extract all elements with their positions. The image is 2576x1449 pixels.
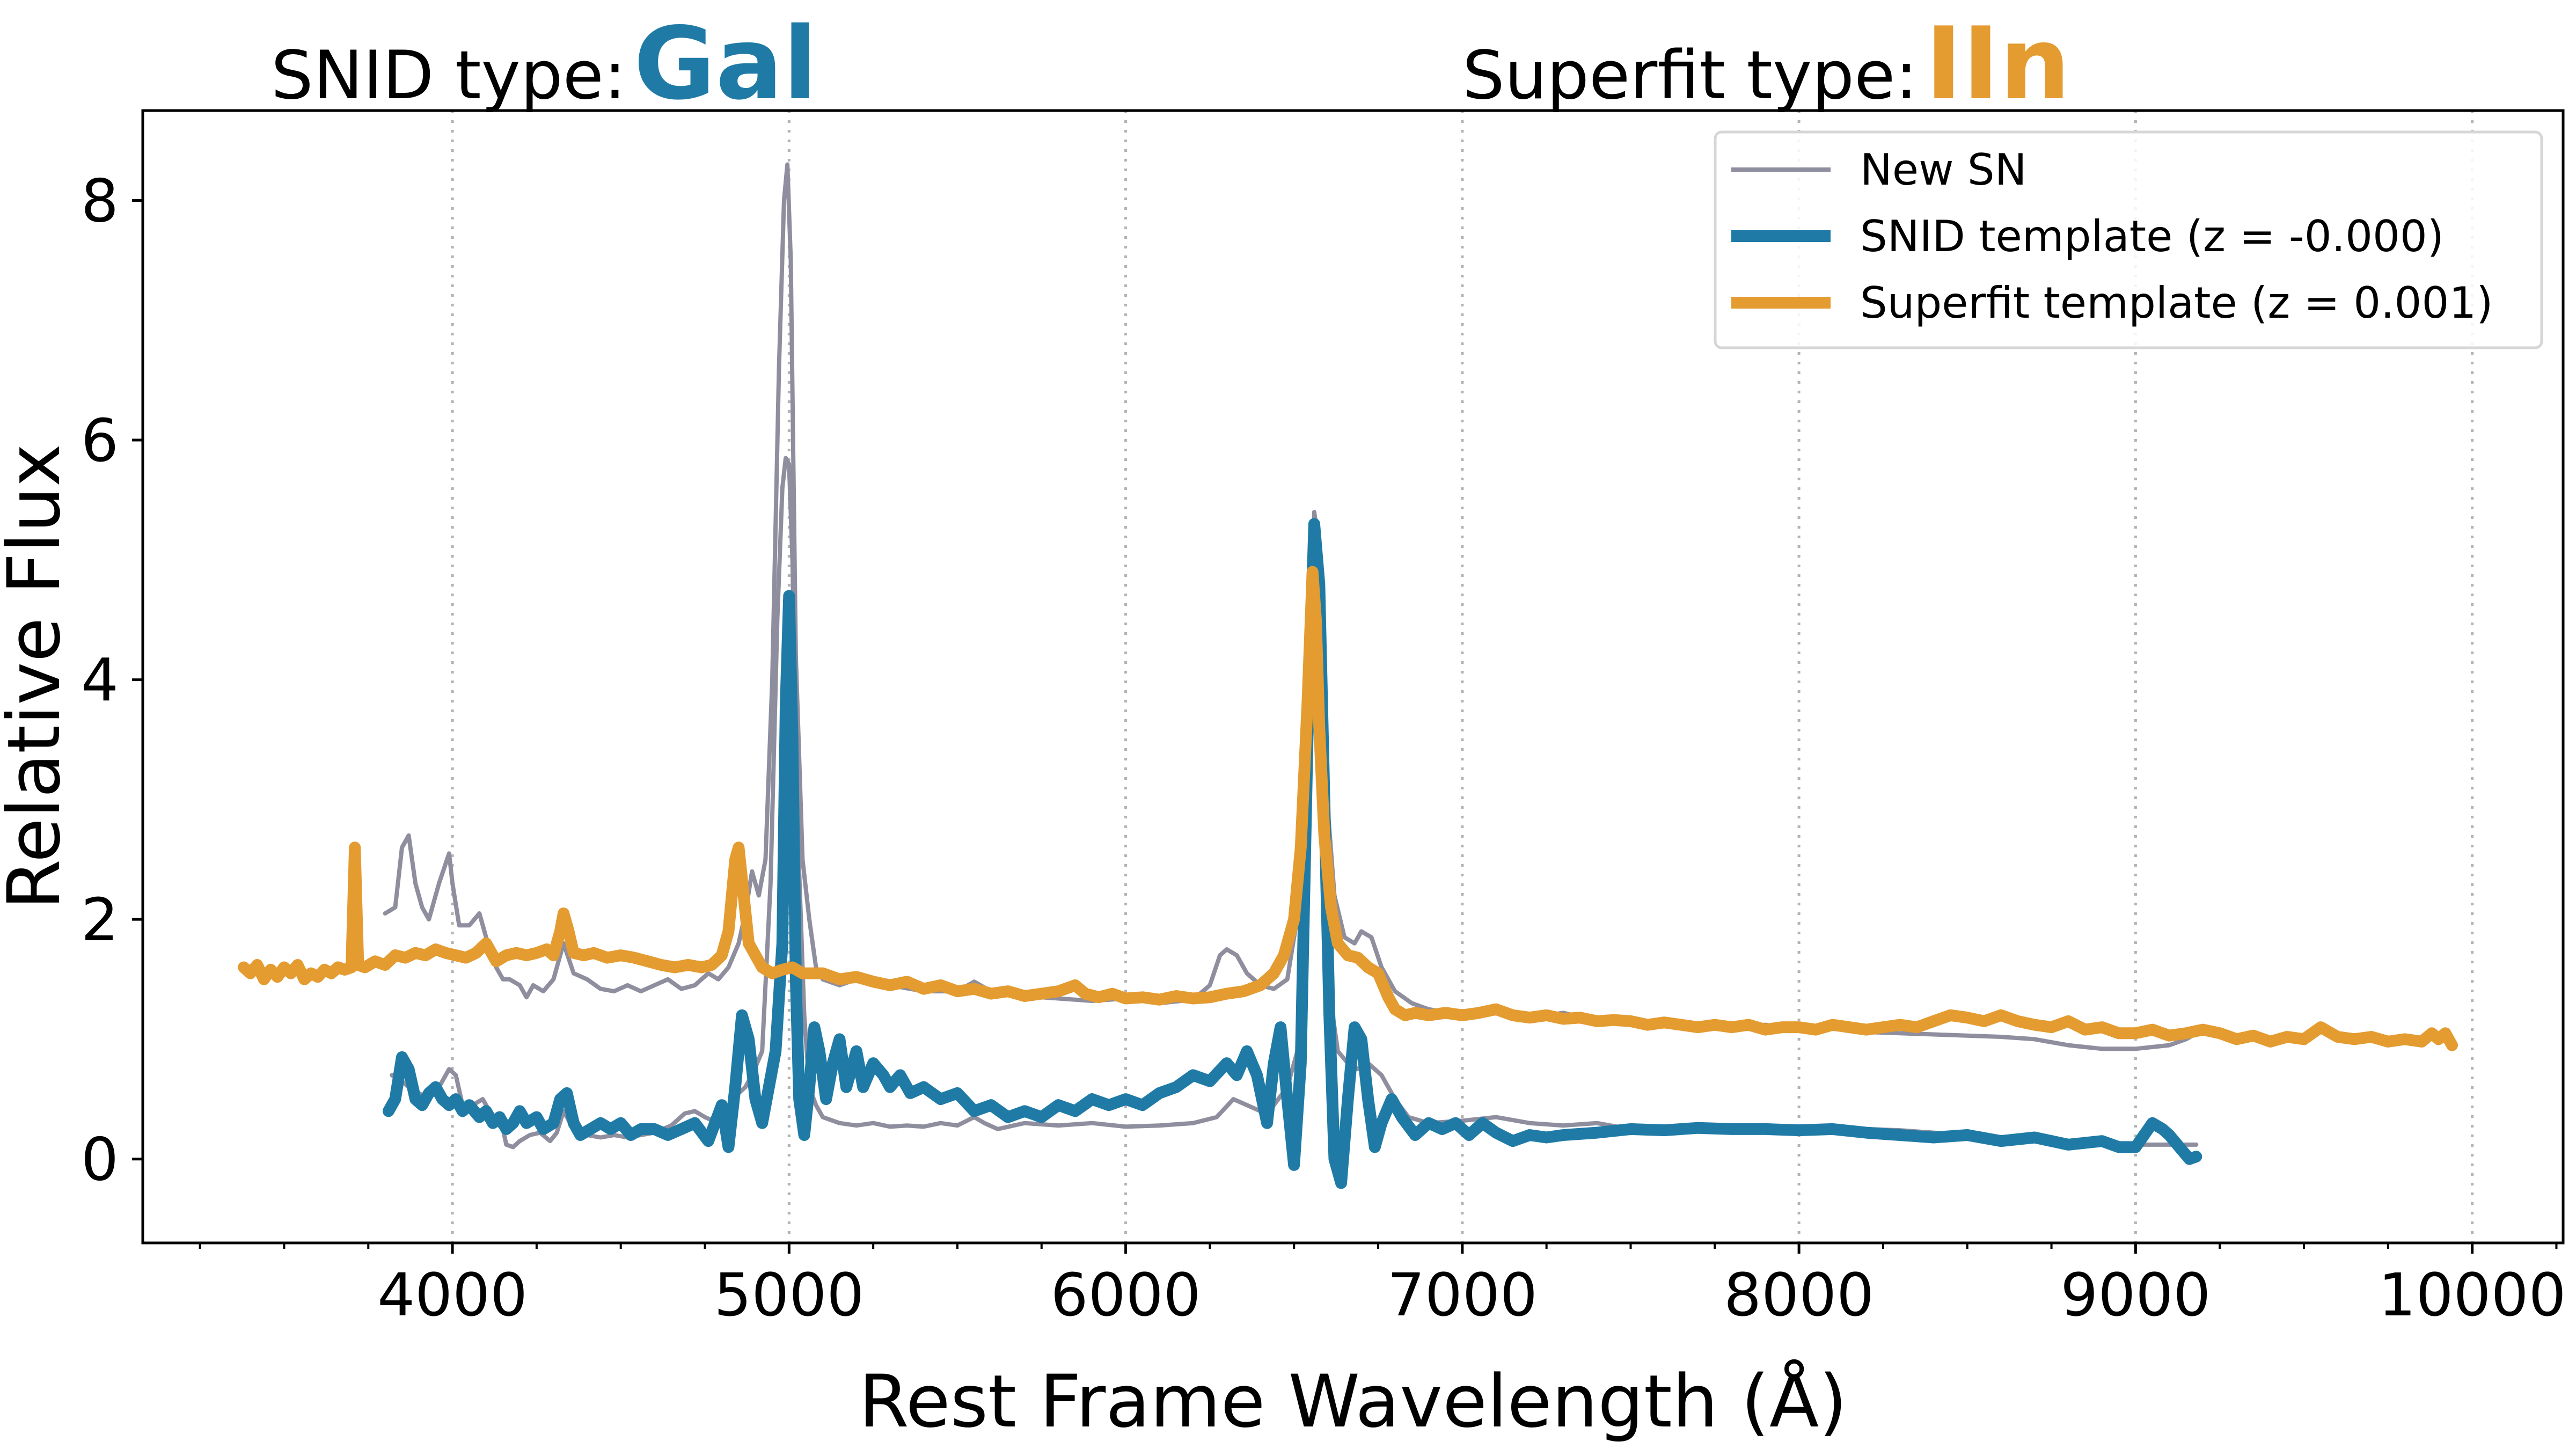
x-tick-label-3: 7000 (1387, 1261, 1538, 1329)
x-tick-label-0: 4000 (377, 1261, 528, 1329)
series-lines (238, 162, 2458, 1189)
superfit-template-line (238, 566, 2458, 1051)
x-tick-label-2: 6000 (1051, 1261, 1201, 1329)
y-tick-label-0: 0 (81, 1125, 119, 1194)
x-tick-label-5: 9000 (2060, 1261, 2211, 1329)
legend-box (1714, 130, 2543, 349)
legend-label-2: Superfit template (z = 0.001) (1860, 278, 2493, 328)
y-tick-label-4: 8 (81, 166, 119, 235)
y-tick-label-2: 4 (81, 646, 119, 715)
superfit-type-heading: Superfit type: IIn (1462, 5, 2070, 122)
x-tick-label-1: 5000 (714, 1261, 864, 1329)
superfit-type-label: Superfit type: (1462, 37, 1918, 114)
snid-type-label: SNID type: (271, 37, 626, 114)
superfit-type-value: IIn (1925, 5, 2071, 122)
y-axis-label: Relative Flux (0, 444, 76, 910)
x-tick-label-6: 10000 (2379, 1261, 2566, 1329)
y-tick-label-1: 2 (81, 885, 119, 954)
snid-type-value: Gal (633, 5, 817, 122)
new-sn-line-lower (390, 456, 2199, 1150)
x-axis-label: Rest Frame Wavelength (Å) (859, 1359, 1847, 1444)
legend-label-0: New SN (1860, 145, 2027, 195)
snid-template-line (382, 518, 2202, 1189)
legend-label-1: SNID template (z = -0.000) (1860, 211, 2444, 261)
legend: New SN SNID template (z = -0.000) Superfit… (1714, 130, 2543, 349)
snid-type-heading: SNID type: Gal (271, 5, 817, 122)
plot-frame (141, 109, 2565, 1245)
axes: 4000 5000 6000 7000 8000 9000 10000 0 2 4 6 8 (81, 166, 2566, 1329)
x-tick-label-4: 8000 (1724, 1261, 1874, 1329)
y-tick-label-3: 6 (81, 406, 119, 475)
